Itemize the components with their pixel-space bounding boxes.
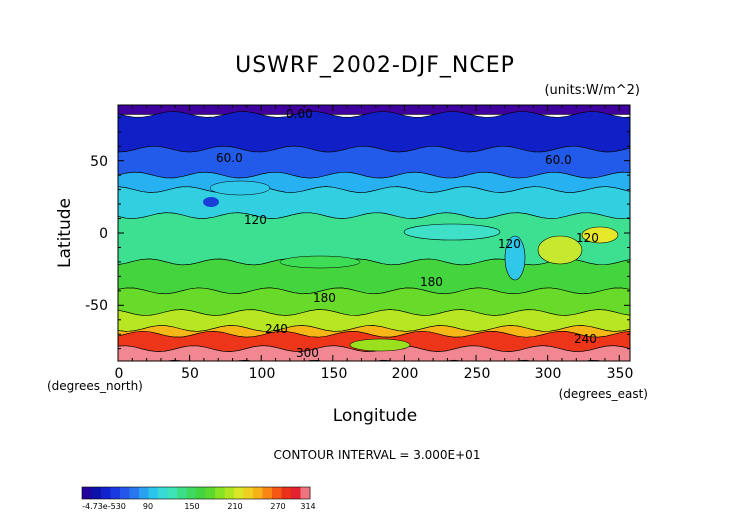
colorbar-tick-label: 210 [227, 502, 242, 511]
colorbar-swatch [224, 487, 235, 499]
plot-area: 0.00 60.0 60.0 120 120 120 180 180 240 2… [117, 104, 631, 362]
colorbar-swatch [129, 487, 140, 499]
contour-labels: 0.00 60.0 60.0 120 120 120 180 180 240 2… [216, 107, 599, 360]
contour-band [118, 111, 630, 153]
contour-label: 180 [313, 291, 336, 305]
contour-label: 180 [420, 275, 443, 289]
x-tick-label: 0 [115, 366, 124, 382]
colorbar-swatch [205, 487, 216, 499]
colorbar-swatch [291, 487, 301, 499]
colorbar-tick-label: 270 [270, 502, 285, 511]
contour-label: 120 [498, 237, 521, 251]
contour-features [203, 180, 619, 352]
colorbar-swatch [186, 487, 197, 499]
contour-blob [504, 235, 526, 281]
x-tick-label: 100 [249, 366, 276, 382]
contour-blob [279, 255, 361, 269]
contour-label: 120 [576, 231, 599, 245]
x-tick-label: 300 [535, 366, 562, 382]
colorbar-swatch [148, 487, 159, 499]
contour-label: 240 [265, 322, 288, 336]
colorbar-swatch [82, 487, 92, 499]
contour-blob [581, 226, 619, 244]
colorbar-swatch [177, 487, 187, 499]
contour-interval-label: CONTOUR INTERVAL = 3.000E+01 [274, 448, 481, 462]
axis-ticks [117, 105, 630, 361]
colorbar-swatch [215, 487, 225, 499]
contour-label: 60.0 [216, 151, 243, 165]
colorbar-swatch [196, 487, 206, 499]
y-unit-label: (degrees_north) [47, 379, 143, 393]
contour-blob [349, 338, 411, 352]
colorbar-swatch [167, 487, 178, 499]
colorbar-swatch [101, 487, 111, 499]
x-tick-label: 250 [464, 366, 491, 382]
colorbar-swatch [234, 487, 244, 499]
x-tick-label: 150 [321, 366, 348, 382]
contour-blob [537, 235, 583, 265]
colorbar-swatch [158, 487, 168, 499]
x-tick-label: 50 [181, 366, 199, 382]
x-tick-label: 200 [392, 366, 419, 382]
colorbar [82, 487, 311, 499]
colorbar-tick-label: 314 [300, 502, 315, 511]
colorbar-swatch [243, 487, 254, 499]
contour-label: 120 [244, 213, 267, 227]
colorbar-frame [81, 486, 311, 500]
colorbar-swatch [110, 487, 121, 499]
colorbar-swatch [139, 487, 149, 499]
y-tick-label: 0 [99, 226, 108, 242]
colorbar-swatch [281, 487, 292, 499]
contour-label: 0.00 [286, 107, 313, 121]
x-tick-label: 350 [607, 366, 634, 382]
colorbar-swatch [253, 487, 263, 499]
contour-blob [403, 223, 501, 241]
x-unit-label: (degrees_east) [559, 387, 648, 401]
contour-band [118, 345, 630, 361]
units-label: (units:W/m^2) [544, 83, 640, 98]
colorbar-swatch [91, 487, 102, 499]
y-tick-label: 50 [90, 154, 108, 170]
contour-label: 240 [574, 332, 597, 346]
y-axis-title: Latitude [55, 198, 75, 268]
colorbar-swatch [300, 487, 311, 499]
chart-title: USWRF_2002-DJF_NCEP [235, 53, 515, 78]
contour-blob [203, 197, 219, 207]
contour-fill-bands [118, 105, 630, 361]
y-tick-label: -50 [85, 298, 108, 314]
colorbar-tick-label: 90 [143, 502, 153, 511]
x-axis-title: Longitude [333, 406, 418, 426]
colorbar-swatch [120, 487, 130, 499]
colorbar-tick-label: 150 [184, 502, 199, 511]
colorbar-tick-label: -4.73e-530 [82, 502, 126, 511]
colorbar-swatch [272, 487, 282, 499]
colorbar-swatch [262, 487, 273, 499]
contour-blob [209, 180, 271, 196]
contour-label: 300 [296, 346, 319, 360]
contour-label: 60.0 [545, 153, 572, 167]
